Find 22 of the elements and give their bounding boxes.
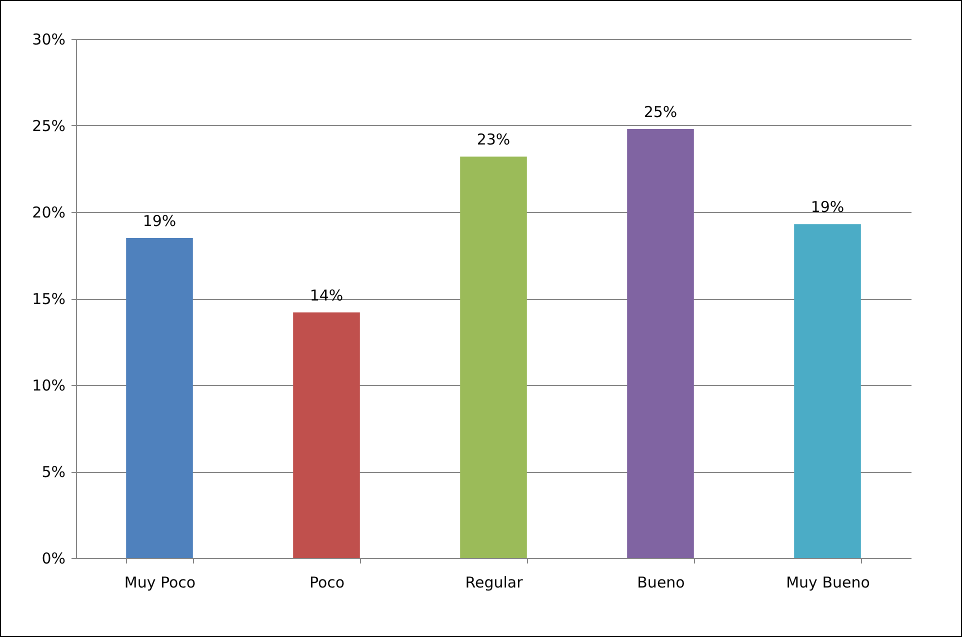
bar: [293, 312, 360, 558]
data-label: 19%: [142, 212, 176, 230]
bar: [460, 156, 527, 558]
x-tick-label: Poco: [309, 574, 345, 592]
data-label: 25%: [644, 102, 678, 121]
bar: [126, 238, 193, 558]
data-label: 19%: [810, 198, 844, 216]
x-tick-label: Regular: [465, 574, 524, 592]
y-tick-label: 5%: [42, 463, 66, 481]
y-tick-label: 15%: [32, 290, 66, 308]
data-label: 14%: [310, 286, 344, 304]
x-tick-label: Muy Poco: [124, 574, 196, 592]
x-tick-label: Bueno: [637, 574, 685, 592]
y-tick-label: 20%: [32, 204, 66, 222]
y-tick-label: 0%: [42, 550, 66, 568]
bar: [627, 128, 694, 558]
data-label: 23%: [476, 130, 510, 149]
y-tick-label: 30%: [32, 30, 66, 48]
y-tick-label: 10%: [32, 376, 66, 394]
y-tick-label: 25%: [32, 117, 66, 135]
x-tick-label: Muy Bueno: [786, 574, 870, 592]
bar: [794, 224, 861, 558]
